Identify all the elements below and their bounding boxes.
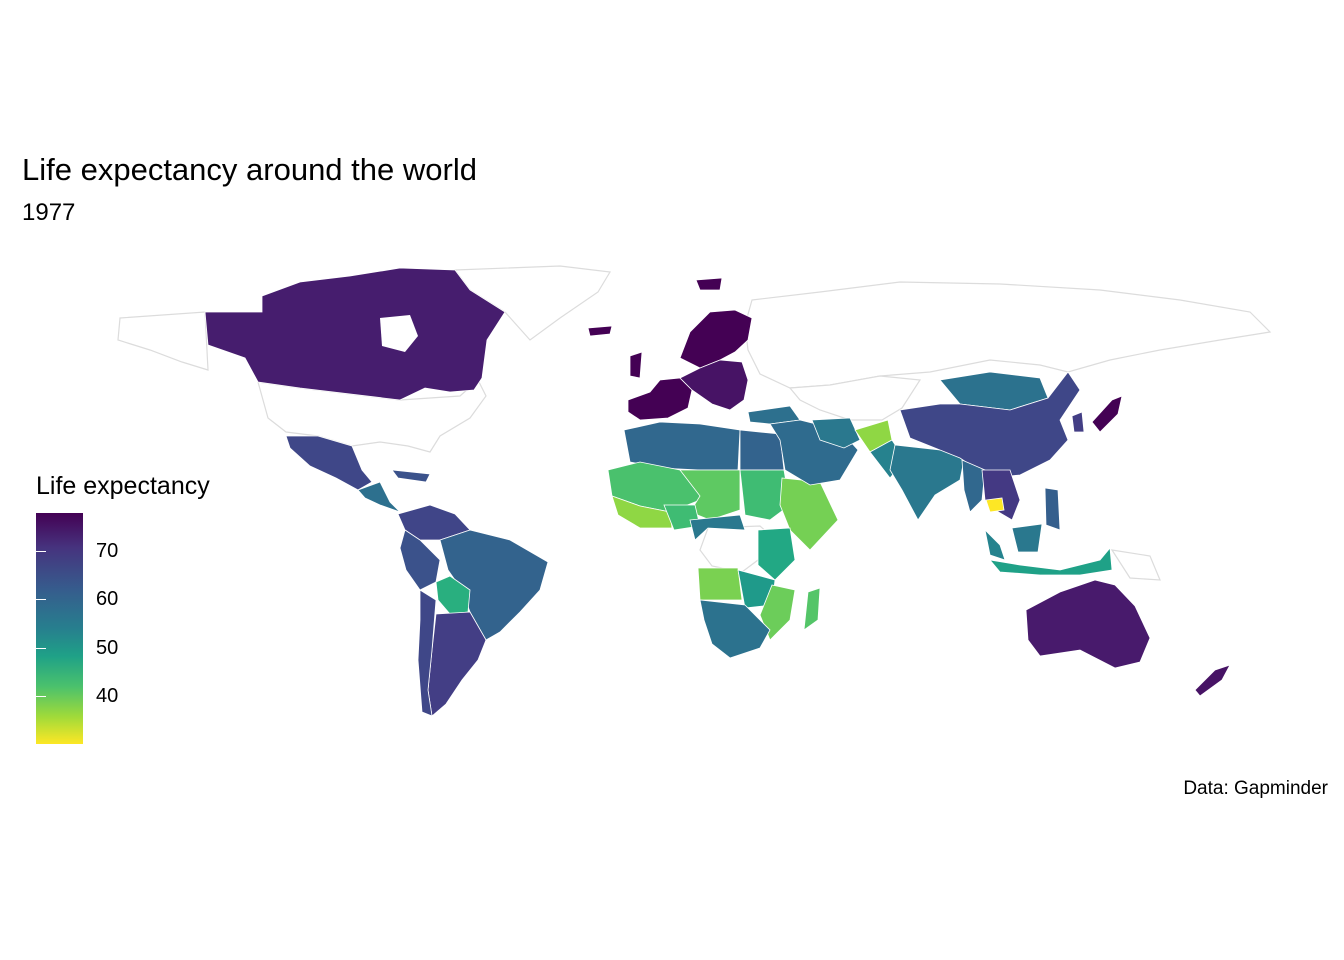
country-cambodia <box>985 497 1005 513</box>
region-alaska <box>117 311 209 371</box>
country-mozambique <box>759 584 796 641</box>
country-philippines <box>1044 487 1061 531</box>
country-east-africa <box>757 527 796 581</box>
country-sudan <box>739 469 791 521</box>
region-russia <box>744 281 1272 389</box>
legend-tick-mark <box>83 599 93 600</box>
legend-colorbar <box>36 513 83 744</box>
country-australia <box>1025 579 1151 669</box>
legend-tick-mark <box>83 696 93 697</box>
region-usa <box>257 379 487 453</box>
country-central-america <box>357 481 401 513</box>
country-peru <box>399 529 441 591</box>
region-papua <box>1110 549 1161 581</box>
legend-tick-mark <box>36 696 46 697</box>
country-west-africa <box>611 495 673 529</box>
country-argentina <box>427 611 487 717</box>
legend-tick-mark <box>83 648 93 649</box>
country-central-europe <box>679 359 749 411</box>
legend-tick-mark <box>83 551 93 552</box>
country-cuba <box>391 469 431 483</box>
country-iran <box>811 417 861 449</box>
country-mexico <box>285 435 373 491</box>
map-title: Life expectancy around the world <box>22 152 477 187</box>
country-svalbard <box>695 277 723 291</box>
region-hudson-bay <box>380 315 418 352</box>
country-uk <box>629 351 643 379</box>
legend-tick-mark <box>36 648 46 649</box>
country-southern-africa <box>699 599 771 659</box>
map-subtitle: 1977 <box>22 199 76 226</box>
country-iceland <box>587 325 613 337</box>
country-borneo <box>1011 523 1043 553</box>
country-new-zealand <box>1194 664 1231 697</box>
region-sudan-zaire <box>699 525 777 573</box>
country-central-africa <box>689 514 746 541</box>
region-central-asia <box>788 375 922 421</box>
country-chile <box>417 589 437 717</box>
country-malaysia <box>984 528 1006 561</box>
country-thailand-vietnam <box>981 469 1021 521</box>
country-myanmar <box>961 459 986 513</box>
country-india <box>889 444 966 521</box>
country-scandinavia <box>679 309 753 369</box>
country-france-spain <box>627 377 693 421</box>
legend-tick-label: 40 <box>96 685 119 707</box>
country-angola <box>697 567 743 601</box>
country-korea <box>1071 411 1085 433</box>
legend-title: Life expectancy <box>36 472 210 500</box>
data-source-caption: Data: Gapminder <box>1183 778 1328 799</box>
country-indonesia <box>989 547 1113 576</box>
legend-tick-mark <box>36 551 46 552</box>
country-china <box>899 371 1081 479</box>
country-madagascar <box>803 587 821 631</box>
country-japan <box>1091 395 1123 433</box>
legend-tick-label: 50 <box>96 637 119 659</box>
legend-tick-label: 70 <box>96 540 119 562</box>
legend-tick-mark <box>36 599 46 600</box>
country-canada <box>204 267 506 401</box>
legend-tick-label: 60 <box>96 588 119 610</box>
